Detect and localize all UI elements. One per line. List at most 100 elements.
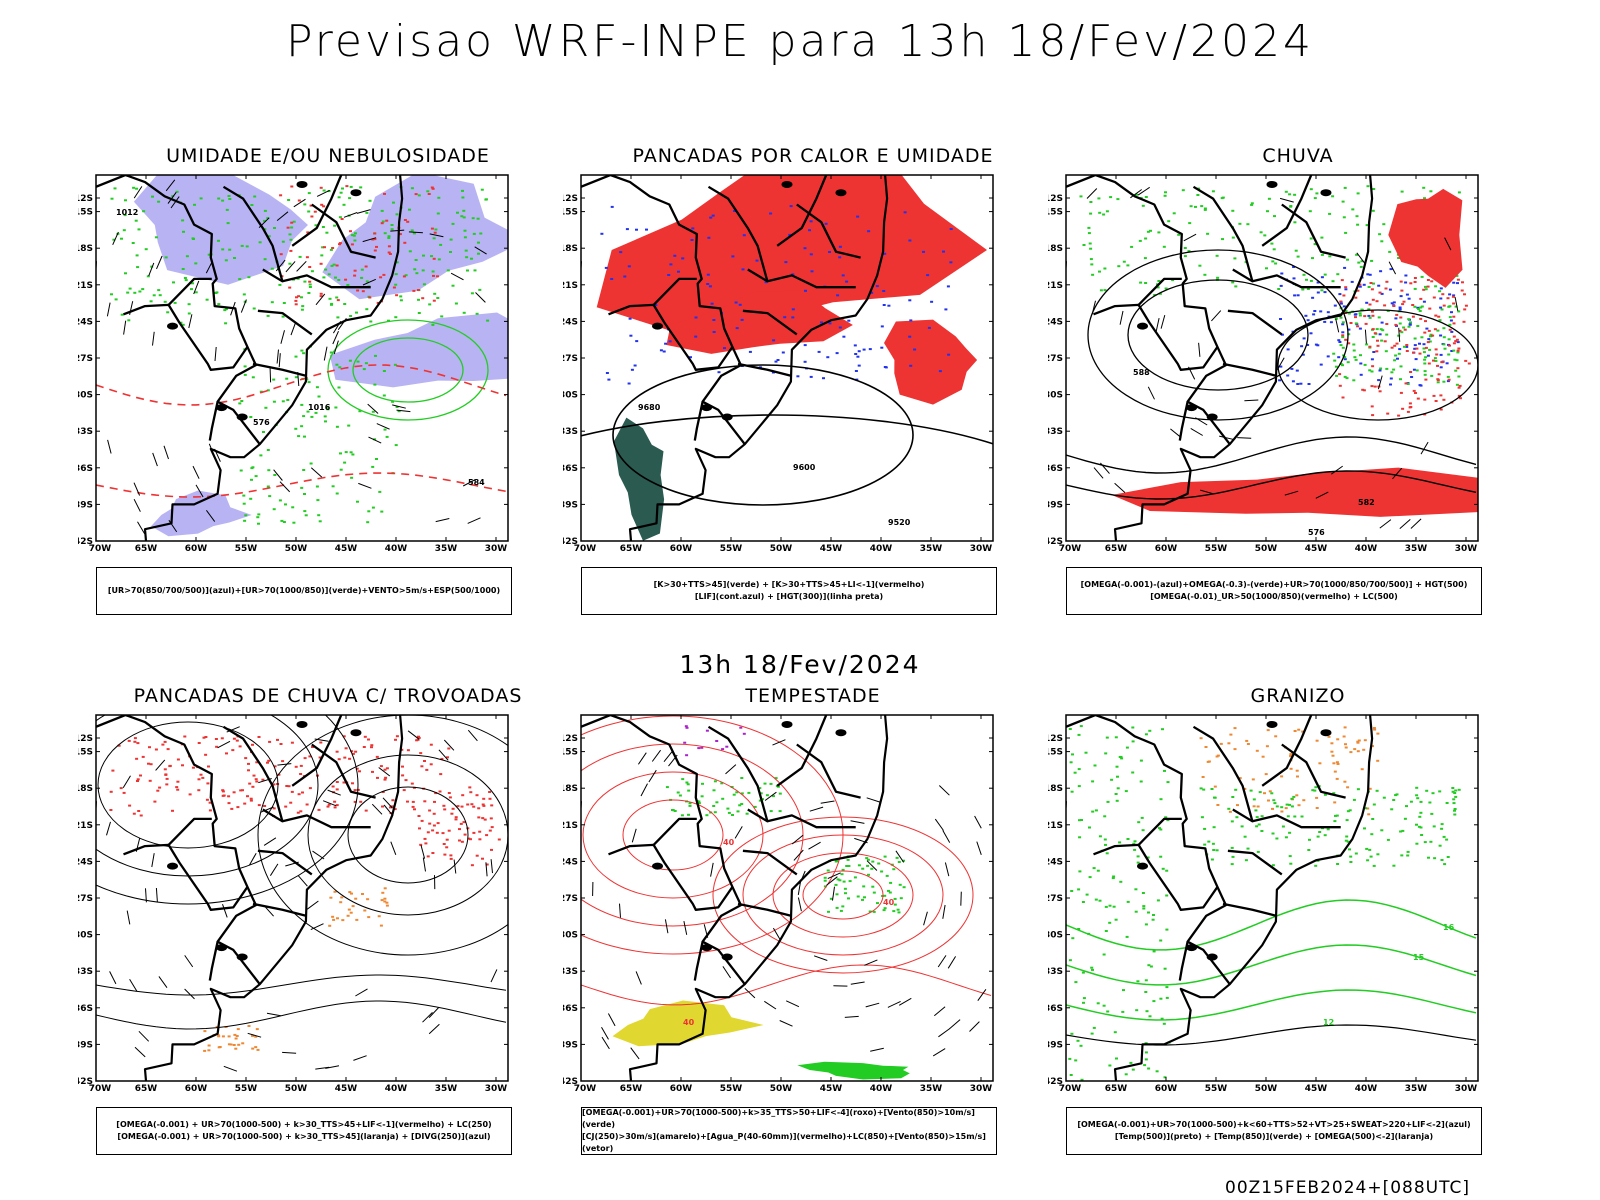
speckle: [1122, 260, 1126, 263]
speckle: [150, 265, 154, 268]
speckle: [1363, 363, 1367, 366]
lon-label: 60W: [185, 544, 208, 554]
speckle: [1428, 340, 1432, 343]
wind-arrow: [734, 826, 743, 839]
speckle: [926, 274, 930, 277]
speckle: [1370, 358, 1374, 361]
speckle: [431, 270, 435, 273]
speckle: [882, 909, 886, 912]
speckle: [432, 299, 436, 302]
speckle: [355, 767, 359, 770]
speckle: [720, 782, 724, 785]
speckle: [342, 781, 346, 784]
lat-label: 30S: [78, 391, 93, 401]
speckle: [114, 298, 118, 301]
speckle: [349, 911, 353, 914]
speckle: [1419, 306, 1423, 309]
speckle: [387, 319, 390, 322]
speckle: [207, 1049, 211, 1052]
speckle: [662, 350, 666, 353]
speckle: [1349, 861, 1353, 863]
speckle: [294, 299, 298, 302]
wind-arrow: [167, 192, 177, 204]
speckle: [1089, 258, 1093, 261]
speckle: [339, 191, 343, 194]
contour-label: 16: [1443, 923, 1455, 932]
wind-arrow: [1155, 317, 1160, 332]
speckle: [747, 791, 751, 794]
speckle: [1438, 790, 1442, 793]
wind-arrow: [322, 800, 337, 807]
speckle: [343, 303, 347, 305]
speckle: [1141, 829, 1145, 832]
lake-mark: [216, 404, 228, 412]
speckle: [251, 743, 254, 746]
speckle: [1354, 322, 1358, 325]
lon-label: 30W: [485, 544, 508, 554]
speckle: [1441, 361, 1445, 364]
speckle: [1140, 816, 1144, 819]
country-border: [1192, 725, 1254, 822]
lat-label: 36S: [78, 1004, 93, 1014]
speckle: [721, 748, 725, 751]
country-border: [652, 277, 697, 306]
speckle: [1454, 340, 1458, 343]
panel-title: UMIDADE E/OU NEBULOSIDADE: [166, 145, 490, 167]
wind-arrow: [422, 857, 426, 872]
speckle: [1257, 823, 1261, 826]
temp850-line: [1066, 989, 1477, 1021]
wind-arrow: [282, 1051, 297, 1054]
speckle: [1288, 831, 1292, 834]
map-trovoadas: 12S15S18S21S24S27S30S33S36S39S42S70W65W6…: [78, 714, 509, 1094]
wind-arrow: [278, 353, 281, 368]
lat-label: 42S: [563, 537, 578, 547]
speckle: [685, 726, 689, 729]
wind-arrow: [438, 749, 449, 761]
speckle: [778, 810, 782, 813]
temp850-green: [1199, 785, 1461, 867]
speckle: [1289, 753, 1293, 756]
speckle: [1071, 937, 1075, 940]
speckle: [840, 873, 844, 876]
map-fields: [96, 715, 508, 1081]
speckle: [835, 352, 839, 355]
land-outlines: [96, 175, 404, 541]
speckle: [1368, 316, 1372, 319]
speckle: [1439, 287, 1443, 290]
speckle: [628, 317, 632, 320]
speckle: [1451, 295, 1455, 298]
speckle: [1432, 825, 1436, 828]
speckle: [317, 514, 321, 517]
speckle: [376, 776, 379, 779]
wind-arrow: [152, 452, 158, 467]
lon-label: 55W: [720, 1084, 743, 1094]
speckle: [1420, 305, 1424, 308]
wind-arrow: [152, 331, 155, 346]
speckle: [1274, 262, 1278, 265]
speckle: [1068, 728, 1072, 730]
speckle: [1376, 732, 1380, 735]
speckle: [1396, 357, 1399, 360]
speckle: [346, 284, 350, 286]
speckle: [349, 451, 353, 454]
speckle: [1408, 402, 1412, 405]
country-border: [222, 185, 284, 282]
speckle: [1289, 205, 1293, 208]
map-axes: 12S15S18S21S24S27S30S33S36S39S42S70W65W6…: [563, 175, 993, 554]
speckle: [257, 736, 261, 738]
speckle: [427, 193, 431, 195]
speckle: [365, 211, 369, 214]
speckle: [139, 814, 143, 817]
speckle: [1183, 247, 1187, 249]
speckle: [690, 239, 694, 241]
lon-label: 45W: [335, 544, 358, 554]
speckle: [1372, 188, 1376, 190]
speckle: [755, 259, 759, 262]
wind-arrow: [1364, 329, 1367, 344]
speckle: [1400, 289, 1404, 292]
wind-arrow: [485, 862, 488, 877]
speckle: [1370, 833, 1374, 836]
speckle: [477, 241, 480, 244]
speckle: [1090, 1032, 1094, 1035]
speckle: [1341, 334, 1345, 337]
